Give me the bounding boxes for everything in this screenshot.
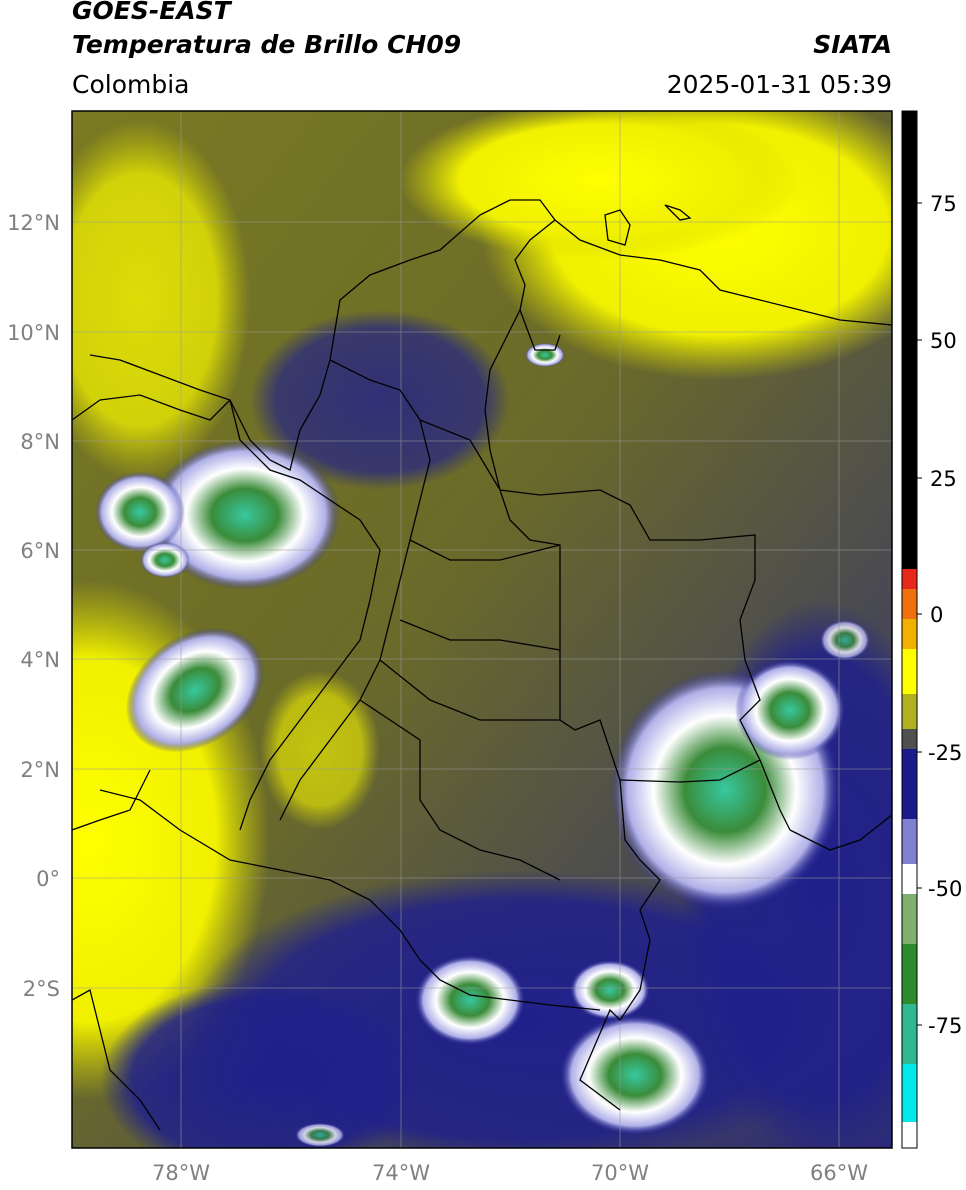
colorbar: 75 50 25 0 -25 -50 -75	[901, 110, 962, 1149]
colorbar-olive-segment	[902, 694, 917, 729]
lat-label: 2°S	[23, 977, 60, 1001]
region-label: Colombia	[72, 70, 190, 99]
colorbar-amber-segment	[902, 619, 917, 649]
colorbar-gray-segment	[902, 729, 917, 749]
lat-label: 0°	[36, 867, 60, 891]
colorbar-label: 75	[930, 192, 957, 216]
colorbar-blue-segment	[902, 819, 917, 864]
colorbar-white-segment	[902, 864, 917, 894]
lat-label: 12°N	[7, 211, 60, 235]
map-frame	[71, 110, 893, 1149]
lon-label: 74°W	[372, 1161, 430, 1185]
colorbar-black-segment	[902, 111, 917, 569]
colorbar-label: 50	[930, 329, 957, 353]
colorbar-teal-segment	[902, 1004, 917, 1064]
colorbar-orange-segment	[902, 589, 917, 619]
source-label: SIATA	[813, 30, 892, 59]
lon-label: 78°W	[152, 1161, 210, 1185]
datetime-label: 2025-01-31 05:39	[666, 70, 892, 99]
colorbar-green-segment	[902, 944, 917, 1004]
colorbar-cyan-segment	[902, 1064, 917, 1122]
lon-label: 70°W	[591, 1161, 649, 1185]
lat-labels: 12°N 10°N 8°N 6°N 4°N 2°N 0° 2°S	[7, 211, 60, 1001]
lon-labels: 78°W 74°W 70°W 66°W	[152, 1161, 868, 1185]
colorbar-label: -75	[928, 1014, 962, 1038]
colorbar-label: 25	[930, 467, 957, 491]
colorbar-white-bottom-segment	[902, 1122, 917, 1148]
colorbar-yellow-segment	[902, 649, 917, 694]
lat-label: 8°N	[20, 430, 60, 454]
map-title-line-1: GOES-EAST	[72, 0, 231, 25]
colorbar-label: -25	[928, 741, 962, 765]
colorbar-label: 0	[930, 603, 943, 627]
lat-label: 10°N	[7, 321, 60, 345]
map-title-line-2: Temperatura de Brillo CH09	[72, 30, 462, 59]
borders	[72, 199, 892, 1131]
lat-label: 6°N	[20, 539, 60, 563]
map-field	[72, 111, 892, 1148]
colorbar-label: -50	[928, 877, 962, 901]
lat-label: 2°N	[20, 758, 60, 782]
colorbar-navy-segment	[902, 749, 917, 819]
colorbar-lightgreen-segment	[902, 894, 917, 944]
lat-label: 4°N	[20, 648, 60, 672]
lon-label: 66°W	[810, 1161, 868, 1185]
colorbar-red-segment	[902, 569, 917, 589]
colorbar-frame	[901, 110, 918, 1149]
